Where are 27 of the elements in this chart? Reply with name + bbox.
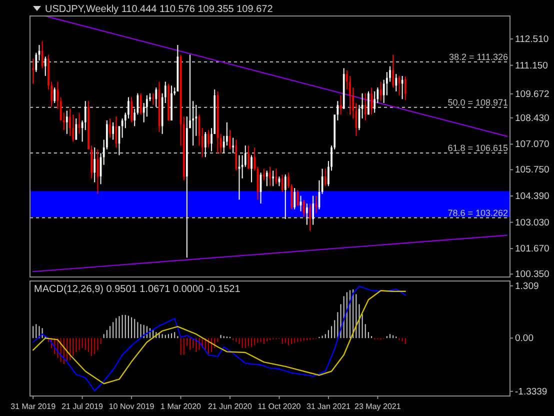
y-tick-label: 112.510 bbox=[515, 34, 549, 46]
x-tick-label: 10 Nov 2019 bbox=[108, 402, 155, 411]
y-tick-label: 1.309 bbox=[515, 280, 539, 292]
x-tick-label: 21 Jun 2020 bbox=[208, 402, 253, 411]
x-tick-label: 11 Oct 2020 bbox=[258, 402, 302, 411]
ref-line-label: 38.2 = 111.326 bbox=[449, 52, 508, 62]
chart-title: MACD(12,26,9) 0.9501 1.0671 0.0000 -0.1521 bbox=[34, 284, 241, 295]
y-tick-label: 111.150 bbox=[515, 60, 548, 72]
y-tick-label: 101.670 bbox=[515, 244, 550, 255]
y-tick-label: 108.430 bbox=[515, 112, 550, 124]
y-tick-label: 103.030 bbox=[515, 217, 550, 228]
y-tick-label: 0.00 bbox=[515, 333, 534, 344]
ref-line-label: 50.0 = 108.971 bbox=[448, 97, 508, 108]
y-tick-label: 100.350 bbox=[515, 269, 550, 280]
chart-title: USDJPY,Weekly 110.444 110.576 109.355 109.672 bbox=[45, 4, 274, 15]
x-tick-label: 23 May 2021 bbox=[354, 402, 402, 411]
x-tick-label: 1 Mar 2020 bbox=[160, 402, 202, 411]
y-tick-label: 109.672 bbox=[515, 88, 550, 100]
x-tick-label: 21 Jul 2019 bbox=[62, 402, 104, 411]
y-tick-label: 105.750 bbox=[515, 164, 550, 176]
ref-line-label: 78.6 = 103.262 bbox=[448, 208, 508, 218]
x-tick-label: 31 Jan 2021 bbox=[306, 402, 352, 411]
y-tick-label: 104.390 bbox=[515, 190, 550, 202]
x-tick-label: 31 Mar 2019 bbox=[10, 402, 56, 411]
ref-line-label: 61.8 = 106.615 bbox=[448, 142, 508, 153]
y-tick-label: -1.3339 bbox=[515, 386, 548, 398]
y-tick-label: 107.070 bbox=[515, 139, 550, 150]
